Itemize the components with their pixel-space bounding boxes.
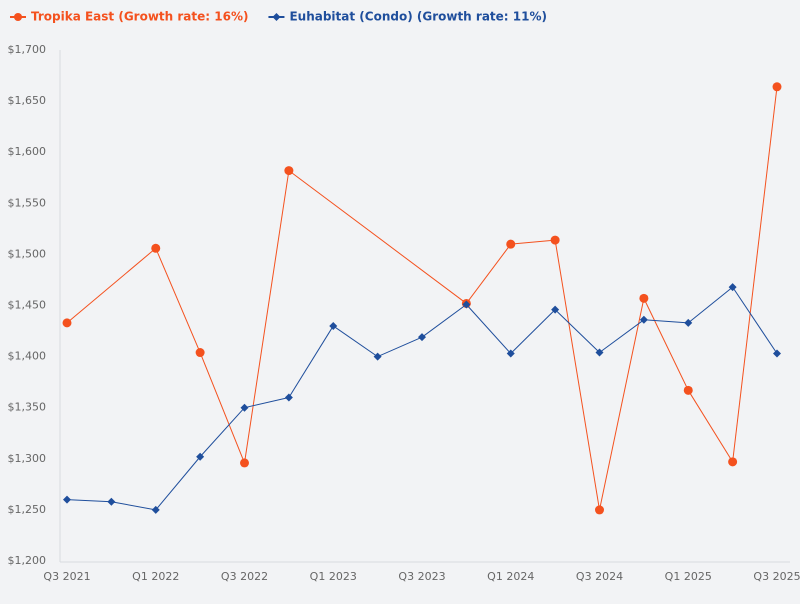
legend-marker bbox=[272, 13, 281, 21]
data-point bbox=[63, 495, 71, 504]
y-tick-label: $1,650 bbox=[8, 94, 47, 107]
data-point bbox=[107, 497, 116, 506]
x-tick-label: Q3 2021 bbox=[43, 570, 90, 583]
data-point bbox=[728, 283, 737, 292]
legend-label: Euhabitat (Condo) (Growth rate: 11%) bbox=[289, 10, 547, 24]
legend-label: Tropika East (Growth rate: 16%) bbox=[31, 10, 248, 24]
data-point bbox=[151, 505, 160, 514]
line-segment bbox=[288, 170, 467, 304]
legend-marker bbox=[14, 13, 22, 21]
line-segment bbox=[332, 325, 378, 358]
data-point bbox=[728, 457, 738, 467]
line-segment bbox=[155, 248, 201, 353]
x-tick-label: Q1 2025 bbox=[665, 570, 712, 583]
data-point bbox=[595, 505, 604, 515]
data-point bbox=[329, 321, 338, 330]
line-segment bbox=[643, 298, 689, 391]
line-segment bbox=[643, 319, 689, 324]
y-tick-label: $1,350 bbox=[8, 401, 47, 414]
x-tick-label: Q1 2024 bbox=[487, 570, 534, 583]
data-point bbox=[418, 333, 426, 342]
data-point bbox=[639, 315, 648, 324]
data-point bbox=[196, 452, 205, 461]
line-segment bbox=[687, 390, 734, 463]
data-point bbox=[284, 166, 294, 176]
y-tick-label: $1,300 bbox=[8, 452, 47, 465]
x-tick-label: Q1 2022 bbox=[132, 570, 179, 583]
y-tick-label: $1,600 bbox=[8, 145, 47, 158]
line-segment bbox=[510, 309, 556, 354]
line-segment bbox=[66, 247, 157, 324]
line-segment bbox=[155, 456, 201, 511]
y-tick-label: $1,400 bbox=[8, 350, 47, 363]
y-tick-label: $1,200 bbox=[8, 554, 47, 567]
legend: Tropika East (Growth rate: 16%) Euhabitat… bbox=[10, 10, 547, 24]
data-point bbox=[683, 385, 693, 395]
x-tick-label: Q3 2023 bbox=[398, 570, 445, 583]
line-segment bbox=[466, 304, 512, 354]
y-tick-label: $1,250 bbox=[8, 503, 47, 516]
line-segment bbox=[599, 319, 645, 353]
x-tick-label: Q3 2024 bbox=[576, 570, 623, 583]
data-point bbox=[595, 348, 604, 357]
line-segment bbox=[465, 243, 512, 304]
series bbox=[62, 82, 782, 515]
data-point bbox=[639, 293, 649, 303]
data-point bbox=[684, 318, 693, 327]
line-segment bbox=[288, 325, 334, 398]
data-point bbox=[550, 235, 560, 245]
data-point bbox=[506, 239, 516, 249]
line-segment bbox=[244, 170, 290, 463]
x-tick-label: Q3 2022 bbox=[221, 570, 268, 583]
y-tick-label: $1,550 bbox=[8, 196, 47, 209]
data-point bbox=[240, 458, 249, 468]
data-point bbox=[551, 305, 560, 314]
line-segment bbox=[554, 309, 600, 353]
data-point bbox=[773, 349, 781, 358]
x-tick-label: Q3 2025 bbox=[753, 570, 800, 583]
data-point bbox=[506, 349, 515, 358]
data-point bbox=[284, 393, 293, 402]
x-tick-label: Q1 2023 bbox=[310, 570, 357, 583]
y-tick-label: $1,450 bbox=[8, 299, 47, 312]
line-segment bbox=[687, 286, 733, 324]
data-point bbox=[772, 82, 782, 92]
line-segment bbox=[421, 304, 467, 338]
line-segment bbox=[510, 239, 556, 245]
y-tick-label: $1,500 bbox=[8, 247, 47, 260]
data-point bbox=[240, 403, 249, 412]
data-point bbox=[62, 318, 72, 328]
line-segment bbox=[377, 336, 423, 358]
data-point bbox=[151, 243, 161, 253]
data-point bbox=[462, 300, 471, 309]
line-segment bbox=[599, 298, 645, 511]
line-segment bbox=[732, 286, 778, 354]
line-segment bbox=[66, 499, 112, 503]
y-tick-label: $1,700 bbox=[8, 43, 47, 56]
data-point bbox=[373, 352, 382, 361]
line-segment bbox=[554, 240, 600, 510]
line-segment bbox=[111, 501, 156, 511]
line-segment bbox=[199, 407, 245, 458]
data-point bbox=[195, 348, 205, 358]
series bbox=[63, 283, 781, 514]
line-segment bbox=[199, 352, 245, 464]
line-segment bbox=[244, 396, 289, 409]
line-segment bbox=[732, 86, 778, 462]
